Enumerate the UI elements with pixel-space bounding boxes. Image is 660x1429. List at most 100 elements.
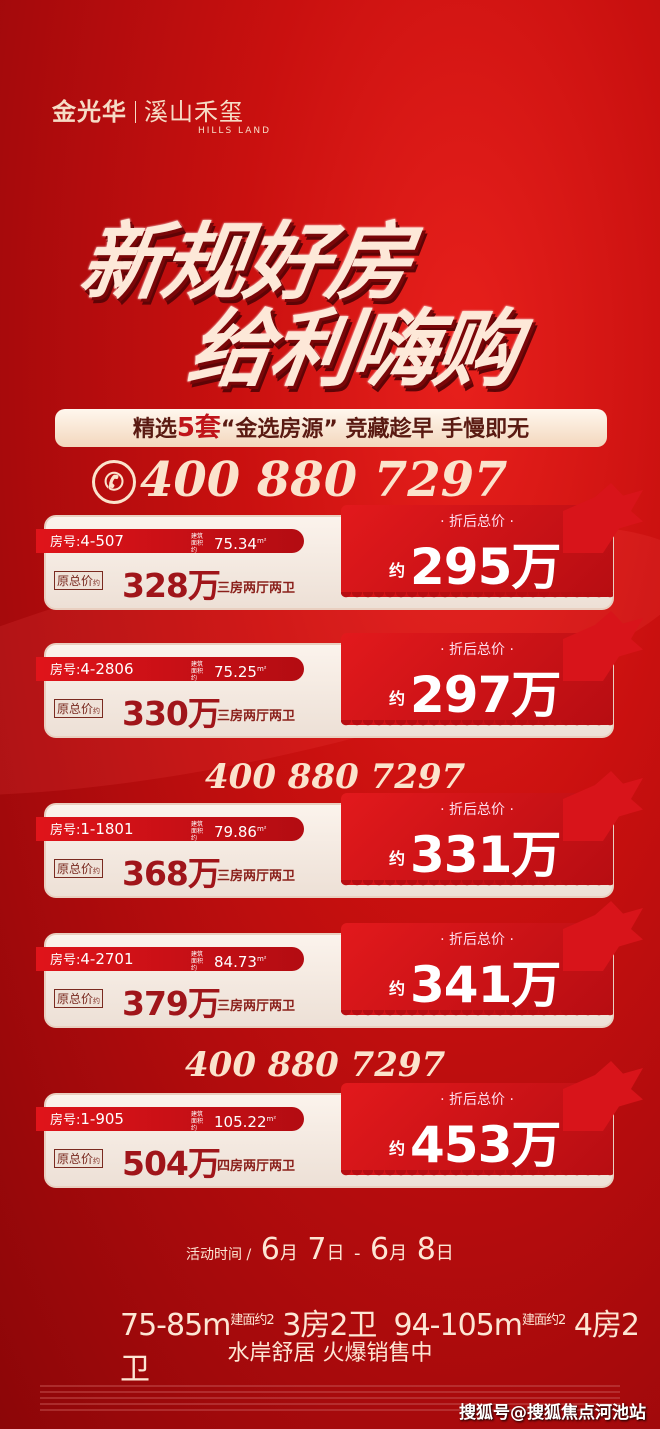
- size-a-type: 3房2卫: [282, 1308, 377, 1343]
- area-label: 建筑面积约: [191, 821, 204, 842]
- phone-icon: ✆: [92, 460, 136, 504]
- size-b: 94-105m: [393, 1308, 523, 1343]
- discount-panel: · 折后总价 · 约 295万: [341, 483, 643, 602]
- discount-price: 约 297万: [389, 655, 561, 727]
- event-date: 活动时间 / 6月 7日 - 6月 8日: [186, 1232, 454, 1267]
- room-label: 房号:: [50, 823, 81, 838]
- project-name: 溪山禾玺: [144, 98, 244, 126]
- orig-label-text: 原总价: [57, 992, 94, 1006]
- room-number: 4-2701: [80, 950, 134, 968]
- discount-price: 约 295万: [389, 527, 561, 599]
- area-label: 建筑面积约: [191, 1111, 204, 1132]
- discount-value: 331万: [410, 826, 561, 884]
- area-value: 84.73: [214, 953, 257, 971]
- orig-label-suffix: 约: [93, 707, 101, 715]
- size-b-type: 4房2卫: [120, 1308, 640, 1387]
- discount-value: 341万: [410, 956, 561, 1014]
- room-number: 1-1801: [80, 820, 134, 838]
- listing-card: 房号:4-2806 建筑面积约 75.25m² 原总价约 330万 三房两厅两卫 ·…: [36, 611, 643, 738]
- about-label: 约: [389, 689, 405, 708]
- original-price-label: 原总价约: [54, 989, 104, 1008]
- orig-label-suffix: 约: [93, 1157, 101, 1165]
- month-unit: 月: [389, 1243, 408, 1264]
- about-label: 约: [389, 849, 405, 868]
- original-price-label: 原总价约: [54, 699, 104, 718]
- day-1: 7: [307, 1232, 327, 1267]
- orig-label-suffix: 约: [93, 997, 101, 1005]
- phone-text: 400 880 7297: [140, 452, 508, 508]
- orig-label-text: 原总价: [57, 1152, 94, 1166]
- day-2: 8: [416, 1232, 436, 1267]
- area-value: 79.86: [214, 823, 257, 841]
- about-label: 约: [389, 1139, 405, 1158]
- room-layout: 三房两厅两卫: [217, 999, 296, 1014]
- discount-panel: · 折后总价 · 约 453万: [341, 1061, 643, 1180]
- discount-label: · 折后总价 ·: [440, 514, 514, 530]
- month-1: 6: [260, 1232, 280, 1267]
- area-label: 建筑面积约: [191, 661, 204, 682]
- phone-number-top[interactable]: ✆ 400 880 7297: [92, 452, 507, 508]
- size-a-note: 建面约2: [230, 1313, 274, 1328]
- size-a: 75-85m: [120, 1308, 231, 1343]
- original-price: 368万: [122, 854, 221, 893]
- orig-label-text: 原总价: [57, 862, 94, 876]
- discount-price: 约 341万: [389, 945, 561, 1017]
- room-layout: 三房两厅两卫: [217, 709, 296, 724]
- area: 75.34m²: [214, 529, 267, 556]
- discount-value: 453万: [410, 1116, 561, 1174]
- area: 84.73m²: [214, 947, 267, 974]
- orig-label-text: 原总价: [57, 702, 94, 716]
- unit-sizes: 75-85m建面约2 3房2卫 94-105m建面约2 4房2卫: [120, 1300, 660, 1388]
- room-bar: 房号:4-507 建筑面积约 75.34m²: [36, 529, 304, 556]
- discount-price: 约 331万: [389, 815, 561, 887]
- orig-label-text: 原总价: [57, 574, 94, 588]
- area: 79.86m²: [214, 817, 267, 844]
- brand-name: 金光华: [52, 98, 127, 126]
- about-label: 约: [389, 561, 405, 580]
- month-2: 6: [370, 1232, 390, 1267]
- event-label: 活动时间 /: [186, 1247, 252, 1263]
- area-unit: m²: [256, 825, 267, 833]
- room-bar: 房号:4-2701 建筑面积约 84.73m²: [36, 947, 304, 974]
- original-price-label: 原总价约: [54, 571, 104, 590]
- room-layout: 三房两厅两卫: [217, 581, 296, 596]
- area-value: 75.34: [214, 535, 257, 553]
- room-label: 房号:: [50, 535, 81, 550]
- room-bar: 房号:1-1801 建筑面积约 79.86m²: [36, 817, 304, 844]
- discount-label: · 折后总价 ·: [440, 932, 514, 948]
- phone-number-lower[interactable]: 400 880 7297: [185, 1045, 446, 1085]
- discount-panel: · 折后总价 · 约 331万: [341, 771, 643, 890]
- room-layout: 三房两厅两卫: [217, 869, 296, 884]
- headline-line2: 给利嗨购: [182, 300, 524, 398]
- original-price: 504万: [122, 1144, 221, 1183]
- size-b-note: 建面约2: [521, 1313, 566, 1328]
- original-price: 379万: [122, 984, 221, 1023]
- room-bar: 房号:4-2806 建筑面积约 75.25m²: [36, 657, 304, 684]
- area-unit: m²: [256, 537, 267, 545]
- room-bar: 房号:1-905 建筑面积约 105.22m²: [36, 1107, 304, 1132]
- area-label: 建筑面积约: [191, 533, 204, 554]
- room-number: 1-905: [80, 1110, 124, 1128]
- brand-logo: 金光华 溪山禾玺: [52, 92, 244, 127]
- date-dash: -: [354, 1243, 361, 1264]
- discount-panel: · 折后总价 · 约 297万: [341, 611, 643, 730]
- area-value: 75.25: [214, 663, 257, 681]
- listing-card: 房号:1-905 建筑面积约 105.22m² 原总价约 504万 四房两厅两卫 ·…: [36, 1061, 643, 1188]
- watermark: 搜狐号@搜狐焦点河池站: [459, 1403, 646, 1423]
- discount-value: 295万: [410, 538, 561, 596]
- room-label: 房号:: [50, 1113, 81, 1128]
- slogan: 水岸舒居 火爆销售中: [227, 1341, 433, 1366]
- orig-label-suffix: 约: [93, 867, 101, 875]
- room-label: 房号:: [50, 953, 81, 968]
- room-number: 4-507: [80, 532, 124, 550]
- original-price: 328万: [122, 566, 221, 605]
- discount-panel: · 折后总价 · 约 341万: [341, 901, 643, 1020]
- tagline-post: “金选房源” 竞藏趁早 手慢即无: [220, 417, 530, 442]
- room-label: 房号:: [50, 663, 81, 678]
- area: 75.25m²: [214, 657, 267, 684]
- orig-label-suffix: 约: [93, 579, 101, 587]
- listing-card: 房号:1-1801 建筑面积约 79.86m² 原总价约 368万 三房两厅两卫 ·…: [36, 771, 643, 898]
- room-number: 4-2806: [80, 660, 134, 678]
- phone-number-middle[interactable]: 400 880 7297: [205, 757, 466, 797]
